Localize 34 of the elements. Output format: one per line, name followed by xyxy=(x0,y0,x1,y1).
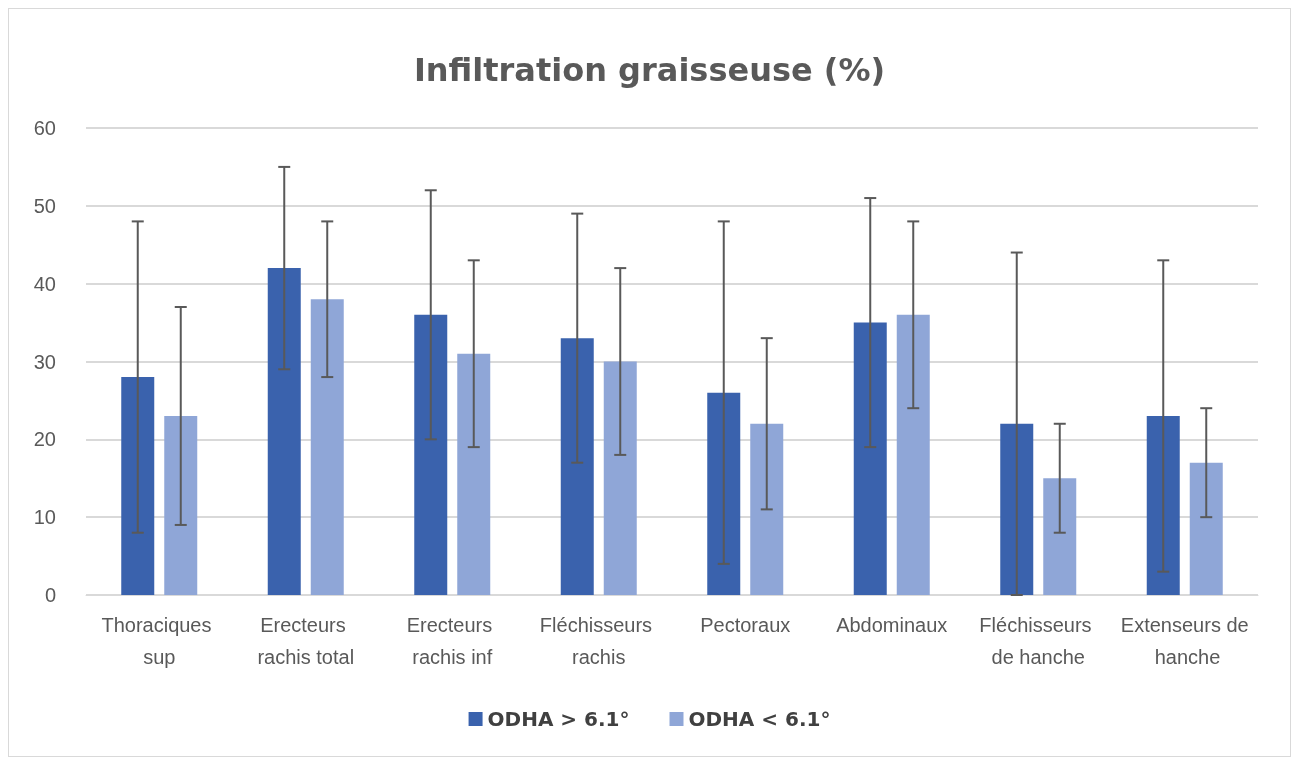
y-tick-label: 50 xyxy=(33,194,56,217)
bar xyxy=(1043,478,1077,595)
bar xyxy=(707,392,741,595)
bar xyxy=(896,314,930,595)
bar xyxy=(310,299,344,595)
bar xyxy=(121,377,155,595)
bar xyxy=(164,415,198,595)
x-tick-label: Fléchisseurs de hanche xyxy=(979,614,1098,668)
y-tick-label: 20 xyxy=(33,428,56,451)
bar xyxy=(560,338,594,595)
x-tick-label: Thoraciques sup xyxy=(101,614,218,668)
bar xyxy=(853,322,887,595)
bar xyxy=(1146,415,1180,595)
x-tick-label: Extenseurs de hanche xyxy=(1120,614,1249,668)
bar xyxy=(414,314,448,595)
x-tick-label: Pectoraux xyxy=(700,614,791,636)
legend-label: ODHA < 6.1° xyxy=(688,707,831,731)
x-tick-label: Erecteurs rachis inf xyxy=(406,614,498,668)
bar xyxy=(1000,423,1034,595)
x-tick-label: Abdominaux xyxy=(836,614,948,636)
y-tick-label: 10 xyxy=(33,506,56,529)
x-tick-label: Erecteurs rachis total xyxy=(257,614,355,668)
bar xyxy=(603,361,637,595)
y-tick-label: 0 xyxy=(44,584,56,606)
bar xyxy=(1189,462,1223,595)
bar xyxy=(267,268,301,595)
y-tick-label: 30 xyxy=(33,350,56,373)
x-tick-label: Fléchisseurs rachis xyxy=(539,614,658,668)
legend-label: ODHA > 6.1° xyxy=(487,707,630,731)
chart-title: Infiltration graisseuse (%) xyxy=(413,51,886,89)
bar xyxy=(750,423,784,595)
y-tick-label: 40 xyxy=(33,272,56,295)
y-tick-label: 60 xyxy=(33,117,56,139)
bar xyxy=(457,353,491,595)
